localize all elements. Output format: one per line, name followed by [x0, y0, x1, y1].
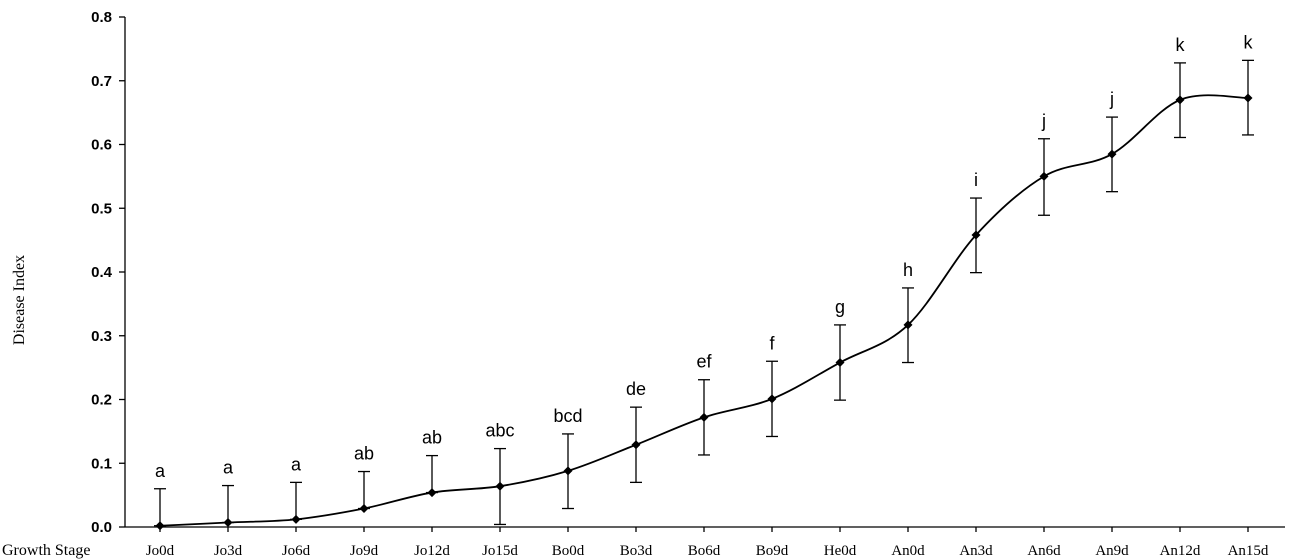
significance-label: g: [835, 297, 845, 317]
y-axis-title: Disease Index: [11, 255, 28, 345]
data-point: [495, 481, 505, 491]
significance-label: abc: [485, 421, 514, 441]
error-bars: [154, 59, 1254, 527]
x-tick-label: An3d: [959, 543, 993, 559]
data-point: [835, 358, 845, 368]
significance-label: h: [903, 260, 913, 280]
data-point: [427, 488, 437, 498]
significance-label: a: [291, 454, 302, 474]
data-point: [631, 440, 641, 450]
significance-label: ef: [696, 352, 712, 372]
significance-labels: a a a ab ab abc bcd de ef f g h i j j k k: [155, 32, 1254, 480]
y-tick-label: 0.8: [91, 9, 112, 26]
data-points: [155, 93, 1253, 531]
data-point: [1107, 149, 1117, 159]
data-point: [1243, 93, 1253, 103]
y-tick-label: 0.3: [91, 328, 112, 345]
x-tick-label: Jo9d: [350, 543, 379, 559]
x-tick-label: An12d: [1160, 543, 1201, 559]
data-point: [903, 320, 913, 330]
x-tick-label: Bo9d: [756, 543, 789, 559]
x-tick-label: Bo3d: [620, 543, 653, 559]
y-tick-label: 0.1: [91, 455, 112, 472]
data-point: [1175, 95, 1185, 105]
data-point: [155, 521, 165, 531]
data-point: [971, 230, 981, 240]
y-tick-label: 0.0: [91, 519, 112, 536]
y-tick-label: 0.5: [91, 200, 112, 217]
significance-label: a: [223, 458, 234, 478]
x-tick-label: An15d: [1228, 543, 1269, 559]
x-tick-label: He0d: [824, 543, 857, 559]
x-tick-label: Jo15d: [482, 543, 518, 559]
x-axis-title: Growth Stage: [2, 542, 90, 559]
y-tick-label: 0.4: [91, 264, 113, 281]
data-point: [1039, 171, 1049, 181]
data-point: [223, 518, 233, 528]
significance-label: bcd: [553, 406, 582, 426]
x-tick-label: An9d: [1095, 543, 1129, 559]
significance-label: f: [769, 333, 775, 353]
x-tick-label: Jo6d: [282, 543, 311, 559]
data-point: [767, 394, 777, 404]
x-tick-label: Bo6d: [688, 543, 721, 559]
significance-label: i: [974, 170, 978, 190]
data-point: [291, 514, 301, 524]
y-tick-label: 0.6: [91, 137, 112, 154]
significance-label: k: [1244, 32, 1254, 52]
x-tick-label: Bo0d: [552, 543, 585, 559]
x-tick-label: Jo12d: [414, 543, 450, 559]
x-tick-label: An0d: [891, 543, 925, 559]
significance-label: j: [1041, 111, 1046, 131]
x-ticks: Jo0d Jo3d Jo6d Jo9d Jo12d Jo15d Bo0d Bo3d Bo6d Bo…: [146, 527, 1269, 559]
data-point: [359, 504, 369, 514]
y-tick-label: 0.7: [91, 73, 112, 90]
x-tick-label: Jo3d: [214, 543, 243, 559]
x-tick-label: An6d: [1027, 543, 1061, 559]
significance-label: j: [1109, 89, 1114, 109]
significance-label: ab: [354, 444, 374, 464]
data-point: [563, 466, 573, 476]
y-tick-label: 0.2: [91, 392, 112, 409]
x-tick-label: Jo0d: [146, 543, 175, 559]
series-line: [159, 94, 1249, 527]
data-point: [699, 412, 709, 422]
significance-label: a: [155, 461, 166, 481]
significance-label: de: [626, 379, 646, 399]
significance-label: k: [1176, 35, 1186, 55]
significance-label: ab: [422, 428, 442, 448]
y-ticks: 0.0 0.1 0.2 0.3 0.4 0.5 0.6 0.7 0.8: [91, 9, 125, 536]
